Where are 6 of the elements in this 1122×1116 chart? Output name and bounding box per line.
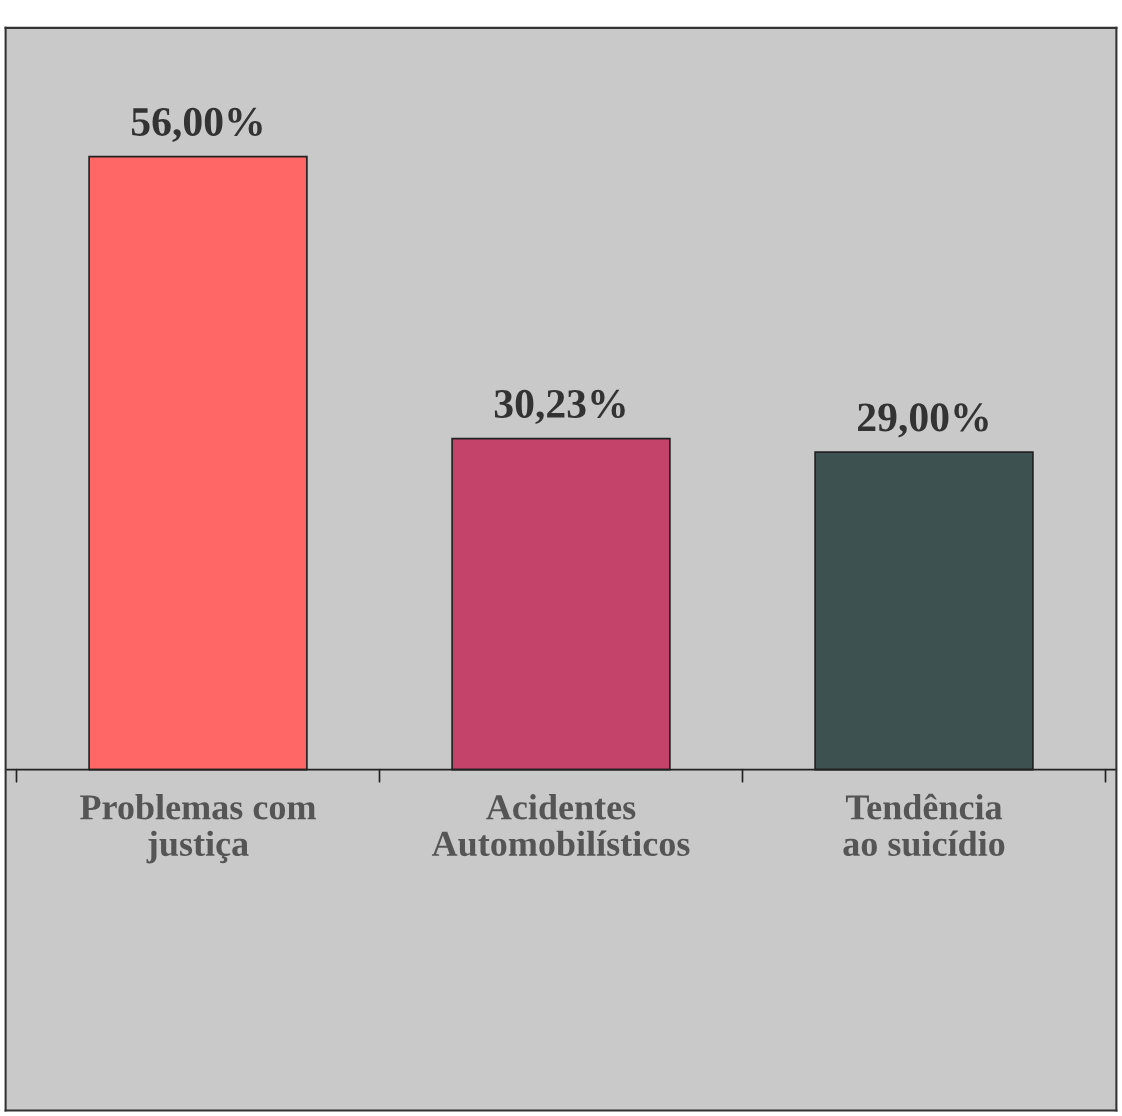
x-tick-label: Acidentes Automobilísticos	[431, 794, 690, 857]
data-label: 29,00%	[858, 403, 988, 438]
x-tick-label: Tendência ao suicídio	[843, 793, 1005, 857]
x-tick-label: Problemas com justiça	[80, 794, 316, 864]
data-label: 30,23%	[494, 389, 625, 425]
data-label: 56,00%	[131, 107, 262, 142]
